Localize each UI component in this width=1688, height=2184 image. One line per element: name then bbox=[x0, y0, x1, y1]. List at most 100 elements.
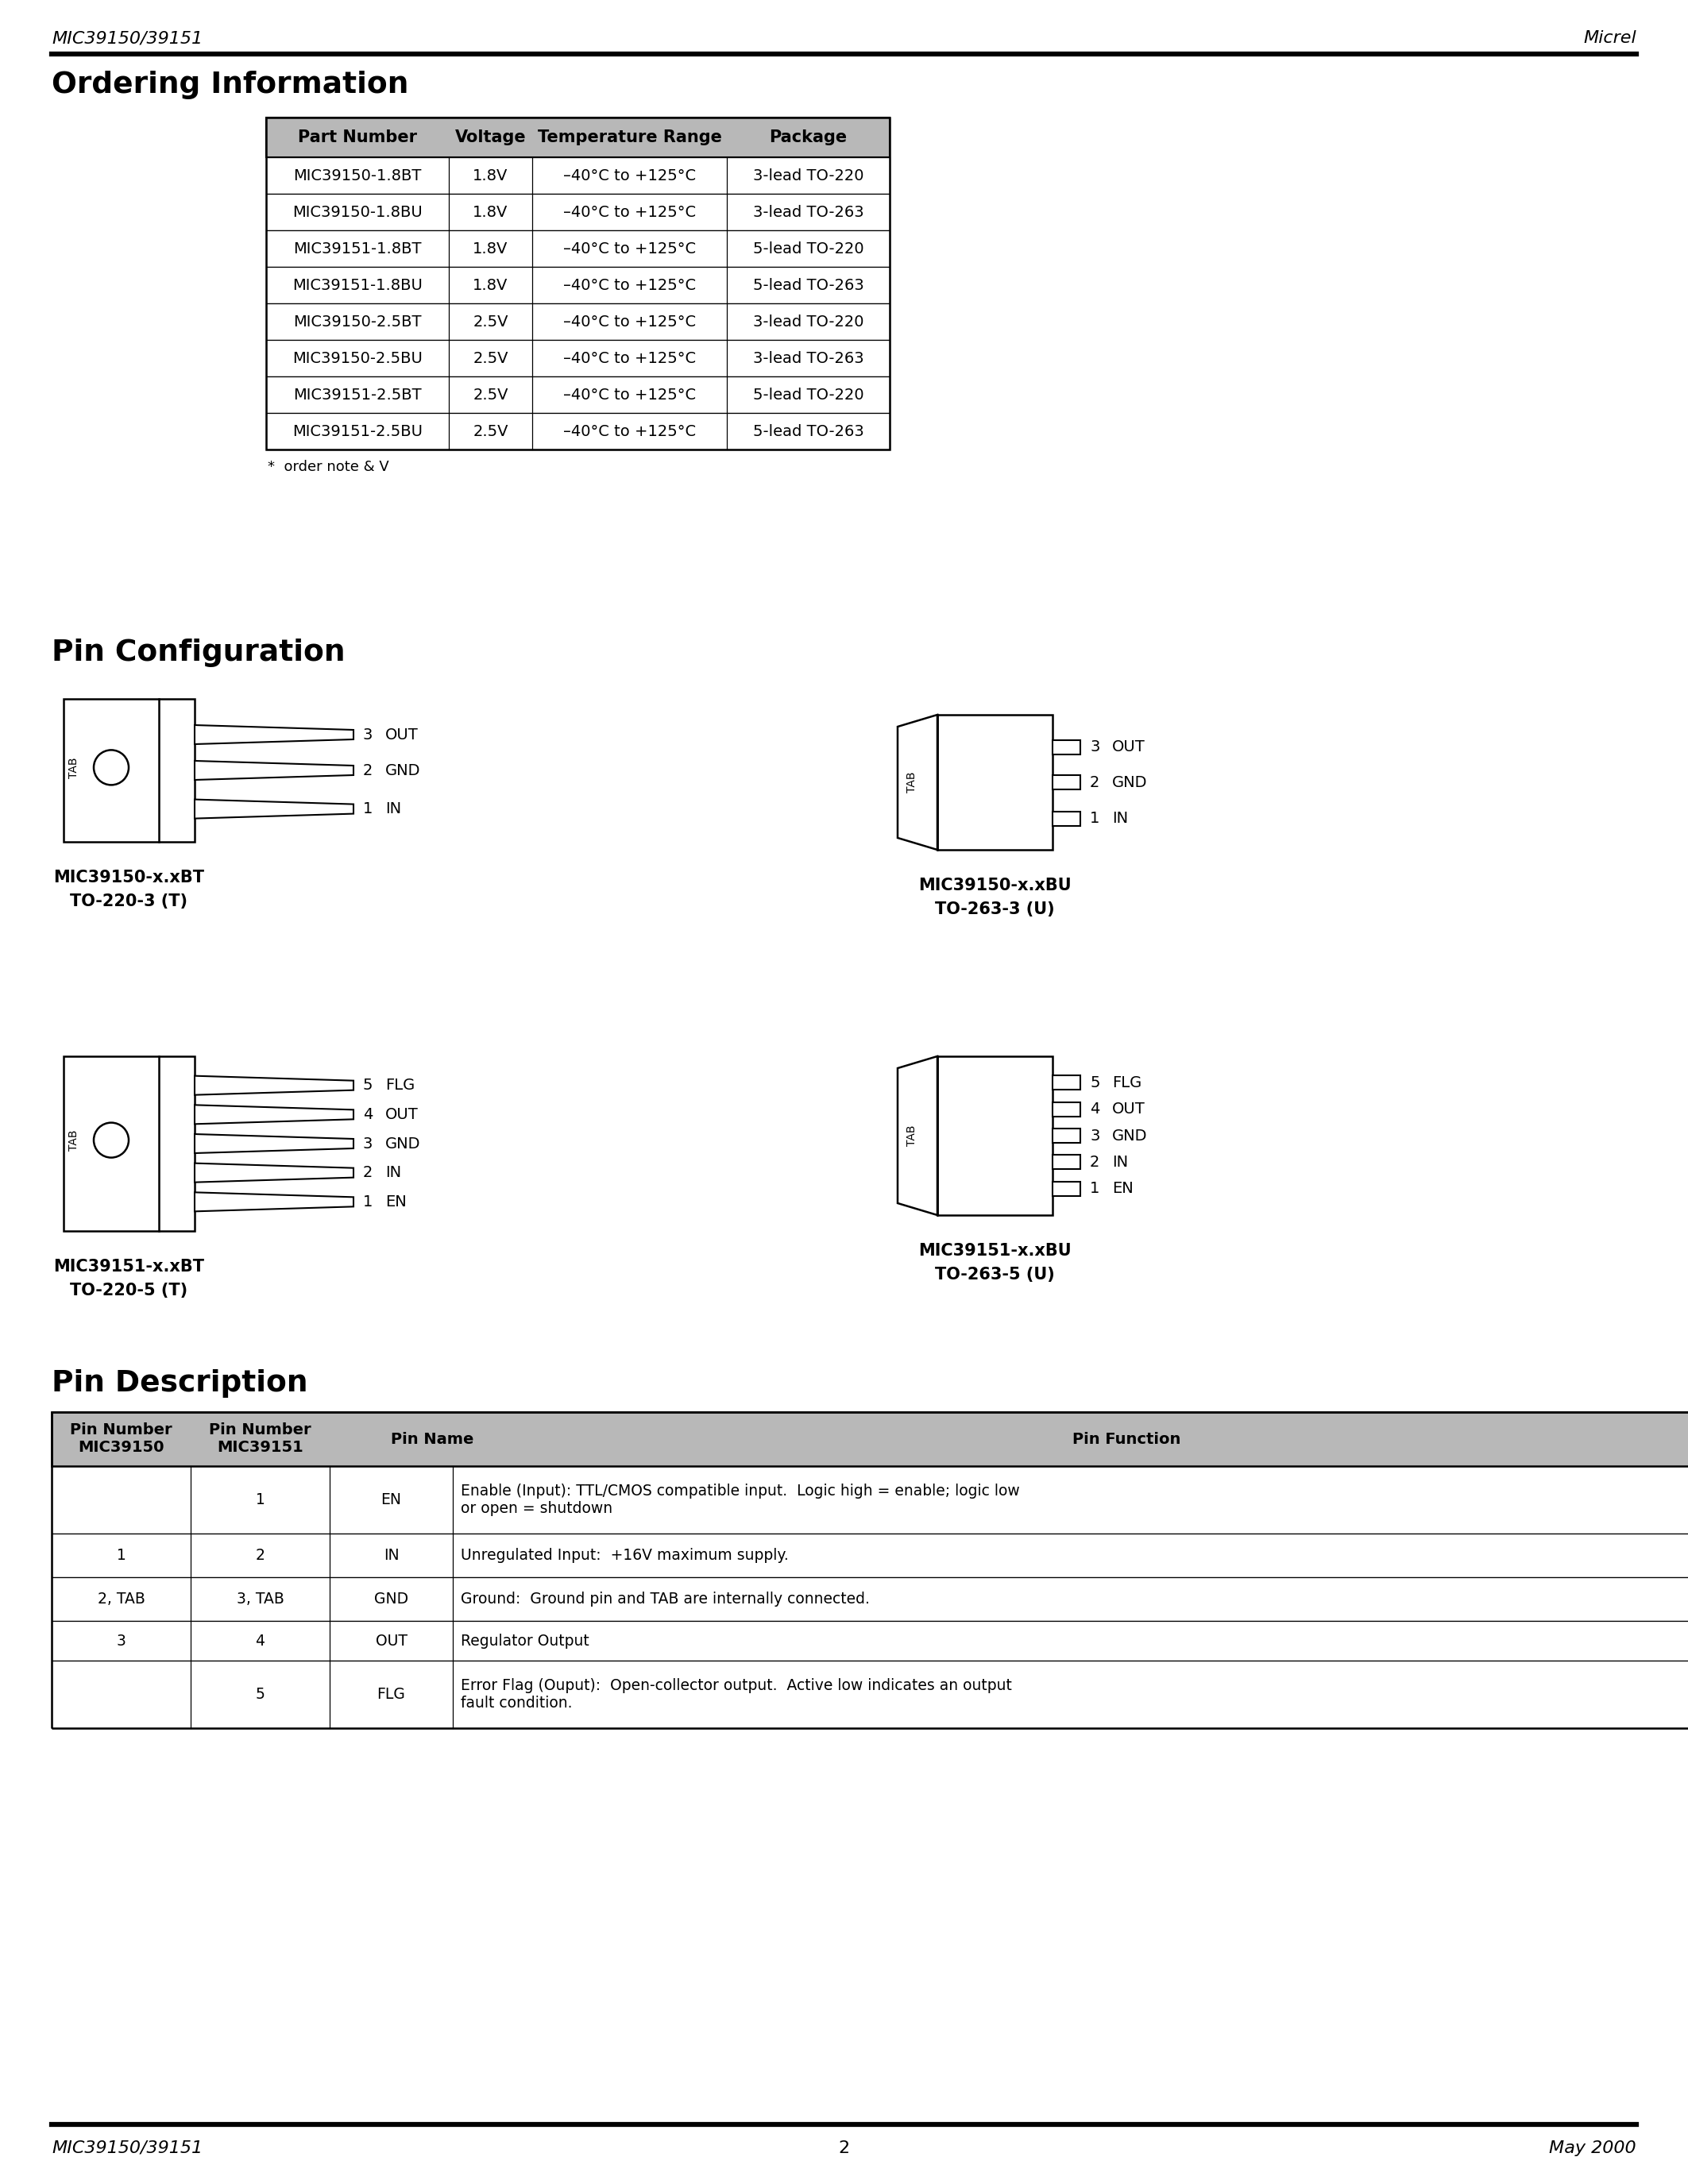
Text: IN: IN bbox=[1112, 1155, 1128, 1171]
Text: 5-lead TO-220: 5-lead TO-220 bbox=[753, 240, 864, 256]
Text: Part Number: Part Number bbox=[297, 129, 417, 146]
Text: 2.5V: 2.5V bbox=[473, 424, 508, 439]
Text: 5-lead TO-220: 5-lead TO-220 bbox=[753, 387, 864, 402]
Bar bbox=[52, 1413, 1688, 1465]
Text: Enable (Input): TTL/CMOS compatible input.  Logic high = enable; logic low: Enable (Input): TTL/CMOS compatible inpu… bbox=[461, 1483, 1020, 1498]
Bar bbox=[52, 1533, 1688, 1577]
Circle shape bbox=[95, 1123, 128, 1158]
Text: –40°C to +125°C: –40°C to +125°C bbox=[564, 168, 695, 183]
Text: 2.5V: 2.5V bbox=[473, 352, 508, 365]
Text: TO-220-3 (T): TO-220-3 (T) bbox=[71, 893, 187, 909]
Bar bbox=[52, 1465, 1688, 1533]
Text: IN: IN bbox=[383, 1548, 398, 1564]
Text: IN: IN bbox=[1112, 810, 1128, 826]
Polygon shape bbox=[194, 1105, 353, 1125]
Text: 3: 3 bbox=[363, 727, 373, 743]
Bar bbox=[267, 118, 890, 450]
Text: 2: 2 bbox=[363, 762, 373, 778]
Text: 2: 2 bbox=[1090, 775, 1099, 791]
Text: 3: 3 bbox=[1090, 1129, 1099, 1142]
Polygon shape bbox=[194, 1164, 353, 1182]
Text: Pin Number: Pin Number bbox=[71, 1422, 172, 1437]
Text: 5: 5 bbox=[255, 1686, 265, 1701]
Text: Regulator Output: Regulator Output bbox=[461, 1634, 589, 1649]
Bar bbox=[52, 1413, 1688, 1728]
Text: MIC39151-1.8BU: MIC39151-1.8BU bbox=[292, 277, 422, 293]
Text: TAB: TAB bbox=[68, 758, 79, 778]
Text: OUT: OUT bbox=[1112, 1101, 1144, 1116]
Text: 3: 3 bbox=[116, 1634, 127, 1649]
Bar bbox=[267, 229, 890, 266]
Polygon shape bbox=[194, 725, 353, 745]
Polygon shape bbox=[194, 760, 353, 780]
Text: 3-lead TO-220: 3-lead TO-220 bbox=[753, 168, 864, 183]
Text: OUT: OUT bbox=[1112, 740, 1144, 756]
Text: 2: 2 bbox=[837, 2140, 849, 2156]
Text: TAB: TAB bbox=[68, 1129, 79, 1151]
Text: MIC39150-2.5BT: MIC39150-2.5BT bbox=[294, 314, 422, 330]
Text: 4: 4 bbox=[363, 1107, 373, 1123]
Bar bbox=[267, 341, 890, 376]
Text: 5-lead TO-263: 5-lead TO-263 bbox=[753, 277, 864, 293]
Text: –40°C to +125°C: –40°C to +125°C bbox=[564, 277, 695, 293]
Text: –40°C to +125°C: –40°C to +125°C bbox=[564, 205, 695, 221]
Text: MIC39151: MIC39151 bbox=[218, 1439, 304, 1455]
Bar bbox=[52, 1660, 1688, 1728]
Text: Pin Name: Pin Name bbox=[392, 1431, 474, 1446]
Text: 5: 5 bbox=[1090, 1075, 1101, 1090]
Text: MIC39150-2.5BU: MIC39150-2.5BU bbox=[292, 352, 422, 365]
Text: TO-220-5 (T): TO-220-5 (T) bbox=[71, 1282, 187, 1299]
Text: GND: GND bbox=[1112, 775, 1148, 791]
Text: FLG: FLG bbox=[376, 1686, 405, 1701]
Bar bbox=[1053, 740, 1080, 753]
Polygon shape bbox=[194, 1077, 353, 1094]
Text: 1: 1 bbox=[363, 1195, 373, 1210]
Text: Pin Function: Pin Function bbox=[1072, 1431, 1180, 1446]
Text: 2.5V: 2.5V bbox=[473, 314, 508, 330]
Text: OUT: OUT bbox=[375, 1634, 407, 1649]
Text: TO-263-3 (U): TO-263-3 (U) bbox=[935, 902, 1055, 917]
Text: MIC39150/39151: MIC39150/39151 bbox=[52, 2140, 203, 2156]
Bar bbox=[1053, 1103, 1080, 1116]
Text: –40°C to +125°C: –40°C to +125°C bbox=[564, 240, 695, 256]
Text: *  order note & V: * order note & V bbox=[268, 461, 388, 474]
Polygon shape bbox=[898, 1057, 937, 1214]
Text: 3: 3 bbox=[1090, 740, 1099, 756]
Text: 2.5V: 2.5V bbox=[473, 387, 508, 402]
Bar bbox=[1053, 775, 1080, 788]
Bar bbox=[267, 118, 890, 157]
Text: 1: 1 bbox=[255, 1492, 265, 1507]
Text: Error Flag (Ouput):  Open-collector output.  Active low indicates an output: Error Flag (Ouput): Open-collector outpu… bbox=[461, 1677, 1011, 1693]
Text: IN: IN bbox=[385, 802, 402, 817]
Text: Temperature Range: Temperature Range bbox=[537, 129, 722, 146]
Text: MIC39151-x.xBT: MIC39151-x.xBT bbox=[54, 1258, 204, 1275]
Text: MIC39150-1.8BT: MIC39150-1.8BT bbox=[294, 168, 422, 183]
Text: –40°C to +125°C: –40°C to +125°C bbox=[564, 314, 695, 330]
Bar bbox=[937, 1057, 1053, 1214]
Text: MIC39150-x.xBU: MIC39150-x.xBU bbox=[918, 878, 1072, 893]
Text: MIC39151-2.5BT: MIC39151-2.5BT bbox=[294, 387, 422, 402]
Polygon shape bbox=[194, 799, 353, 819]
Text: MIC39151-2.5BU: MIC39151-2.5BU bbox=[292, 424, 422, 439]
Text: –40°C to +125°C: –40°C to +125°C bbox=[564, 387, 695, 402]
Bar bbox=[64, 699, 194, 841]
Text: MIC39151-x.xBU: MIC39151-x.xBU bbox=[918, 1243, 1072, 1258]
Text: fault condition.: fault condition. bbox=[461, 1695, 572, 1710]
Bar bbox=[267, 304, 890, 341]
Text: MIC39150: MIC39150 bbox=[78, 1439, 164, 1455]
Bar bbox=[1053, 1129, 1080, 1142]
Text: 1.8V: 1.8V bbox=[473, 168, 508, 183]
Text: 1: 1 bbox=[1090, 1182, 1099, 1197]
Text: 4: 4 bbox=[1090, 1101, 1099, 1116]
Text: 1: 1 bbox=[1090, 810, 1099, 826]
Text: 1.8V: 1.8V bbox=[473, 240, 508, 256]
Text: 1: 1 bbox=[116, 1548, 127, 1564]
Text: TAB: TAB bbox=[906, 1125, 917, 1147]
Bar bbox=[52, 1577, 1688, 1621]
Bar bbox=[1053, 1182, 1080, 1197]
Text: FLG: FLG bbox=[1112, 1075, 1141, 1090]
Text: Voltage: Voltage bbox=[456, 129, 527, 146]
Text: Pin Configuration: Pin Configuration bbox=[52, 638, 344, 666]
Text: 3-lead TO-220: 3-lead TO-220 bbox=[753, 314, 864, 330]
Polygon shape bbox=[194, 1192, 353, 1212]
